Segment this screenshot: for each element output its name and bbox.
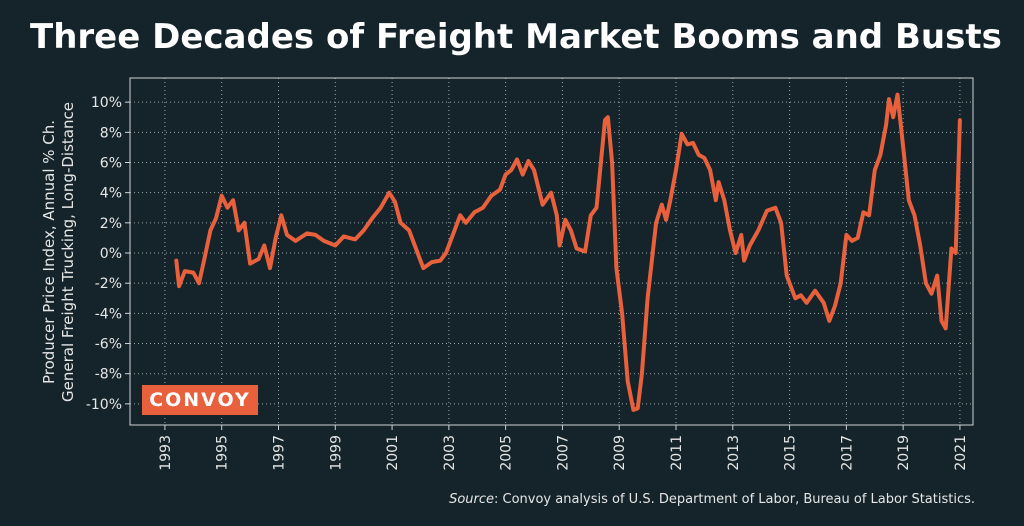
x-tick-label: 2009 xyxy=(612,435,628,471)
data-line xyxy=(174,92,962,412)
y-tick-label: -6% xyxy=(95,337,122,353)
y-tick-label: -4% xyxy=(95,306,122,322)
y-tick-label: 10% xyxy=(91,95,122,111)
x-tick-label: 2021 xyxy=(953,435,969,471)
y-axis-label: General Freight Trucking, Long-Distance xyxy=(59,102,77,402)
y-tick-label: 2% xyxy=(100,216,122,232)
x-tick-label: 1997 xyxy=(271,435,287,471)
x-tick-label: 1995 xyxy=(215,435,231,471)
x-tick-label: 2015 xyxy=(783,435,799,471)
chart-title: Three Decades of Freight Market Booms an… xyxy=(30,17,1002,57)
x-tick-label: 1999 xyxy=(328,435,344,471)
y-tick-label: 4% xyxy=(100,186,122,202)
logo: CONVOY xyxy=(149,389,251,411)
y-axis-label: Producer Price Index, Annual % Ch. xyxy=(40,120,58,384)
x-tick-label: 2001 xyxy=(385,435,401,471)
x-tick-label: 2011 xyxy=(669,435,685,471)
x-tick-label: 2019 xyxy=(896,435,912,471)
source: Source: Convoy analysis of U.S. Departme… xyxy=(449,492,975,507)
y-tick-label: -10% xyxy=(86,397,122,413)
y-tick-label: 6% xyxy=(100,155,122,171)
plot-frame xyxy=(129,77,974,426)
y-tick-label: -8% xyxy=(95,367,122,383)
x-tick-label: 2007 xyxy=(555,435,571,471)
x-tick-label: 1993 xyxy=(158,435,174,471)
x-tick-label: 2013 xyxy=(726,435,742,471)
logo-box xyxy=(142,385,258,415)
source-text: : Convoy analysis of U.S. Department of … xyxy=(494,492,975,507)
y-tick-label: 0% xyxy=(100,246,122,262)
y-tick-label: 8% xyxy=(100,125,122,141)
source-label: Source xyxy=(449,492,494,507)
x-tick-label: 2017 xyxy=(839,435,855,471)
x-tick-label: 2005 xyxy=(499,435,515,471)
y-tick-label: -2% xyxy=(95,276,122,292)
x-tick-label: 2003 xyxy=(442,435,458,471)
